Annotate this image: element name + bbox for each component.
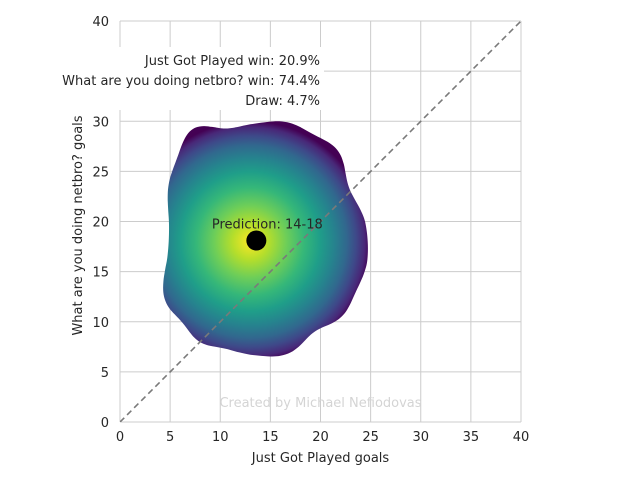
y-axis-label: What are you doing netbro? goals	[71, 115, 86, 335]
y-tick-label: 40	[92, 15, 109, 30]
diagonal-reference-line	[120, 21, 521, 422]
x-tick-label: 10	[212, 430, 229, 445]
prediction-point	[246, 230, 267, 251]
y-tick-label: 5	[101, 366, 109, 381]
axis-ticks: 05101520253035400510152025303540	[92, 15, 529, 445]
win-probability-annotations: Just Got Played win: 20.9% What are you d…	[40, 47, 324, 110]
y-tick-label: 15	[92, 266, 109, 281]
x-axis-label: Just Got Played goals	[251, 451, 390, 466]
x-tick-label: 35	[463, 430, 480, 445]
annotation-line: Draw: 4.7%	[245, 94, 320, 109]
y-tick-label: 30	[92, 115, 109, 130]
x-tick-label: 5	[166, 430, 174, 445]
y-tick-label: 25	[92, 165, 109, 180]
x-tick-label: 40	[513, 430, 530, 445]
x-tick-label: 20	[312, 430, 329, 445]
annotation-line: Just Got Played win: 20.9%	[144, 54, 320, 69]
annotation-line: What are you doing netbro? win: 74.4%	[62, 74, 320, 89]
watermark-text: Created by Michael Nefiodovas	[219, 396, 421, 411]
annotation-box	[40, 47, 324, 110]
x-tick-label: 30	[412, 430, 429, 445]
x-tick-label: 15	[262, 430, 279, 445]
x-tick-label: 25	[362, 430, 379, 445]
x-tick-label: 0	[116, 430, 124, 445]
prediction-label: Prediction: 14-18	[212, 218, 323, 233]
y-tick-label: 0	[101, 416, 109, 431]
y-tick-label: 10	[92, 316, 109, 331]
y-tick-label: 20	[92, 216, 109, 231]
